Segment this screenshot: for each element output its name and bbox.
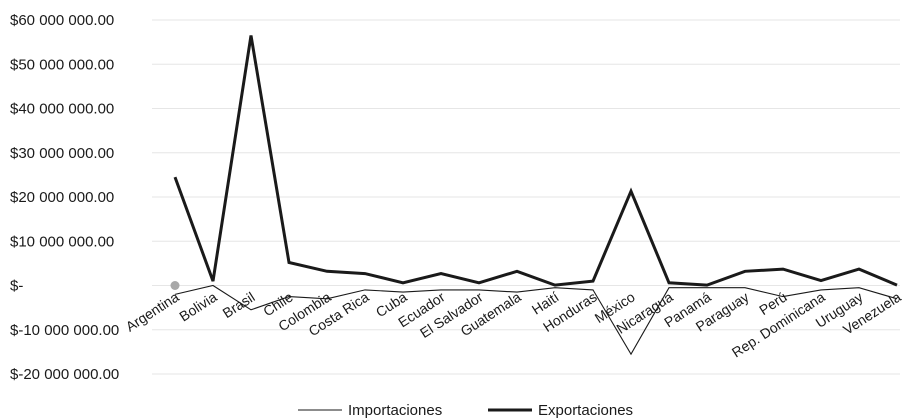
marker-layer xyxy=(170,281,180,290)
series-line-importaciones xyxy=(174,284,898,356)
y-tick-label: $- xyxy=(10,278,23,295)
legend-label-exportaciones: Exportaciones xyxy=(538,402,633,418)
legend-label-importaciones: Importaciones xyxy=(348,402,442,418)
y-tick-label: $10 000 000.00 xyxy=(10,233,114,250)
y-tick-label: $30 000 000.00 xyxy=(10,145,114,162)
x-tick-label-argentina: Argentina xyxy=(123,288,182,334)
series-lines xyxy=(173,35,898,356)
x-tick-label-bolivia: Bolivia xyxy=(176,288,219,324)
series-line-exportaciones xyxy=(173,35,898,287)
y-tick-label: $60 000 000.00 xyxy=(10,12,114,29)
y-tick-label: $-10 000 000.00 xyxy=(10,322,119,339)
y-axis: $60 000 000.00 $50 000 000.00 $40 000 000.… xyxy=(10,12,119,383)
y-tick-label: $20 000 000.00 xyxy=(10,189,114,206)
y-tick-label: $-20 000 000.00 xyxy=(10,366,119,383)
y-tick-label: $40 000 000.00 xyxy=(10,101,114,118)
data-point-marker xyxy=(170,281,180,290)
legend: Importaciones Exportaciones xyxy=(298,402,633,418)
y-tick-label: $50 000 000.00 xyxy=(10,56,114,73)
